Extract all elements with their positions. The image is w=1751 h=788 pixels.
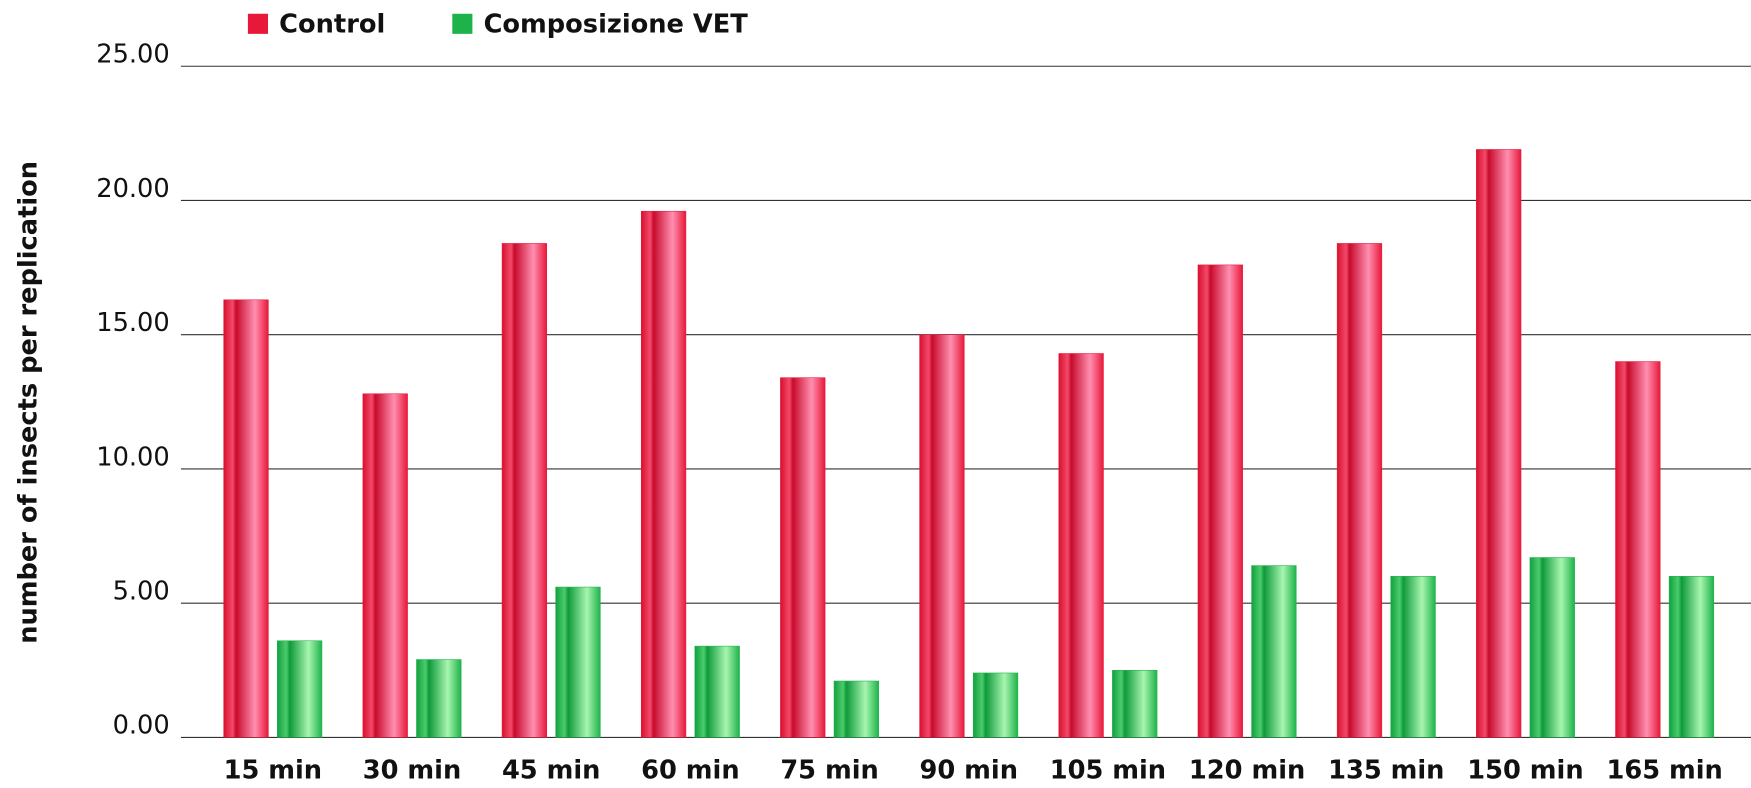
bar bbox=[501, 243, 548, 738]
legend-swatch bbox=[247, 13, 269, 34]
bar bbox=[972, 672, 1019, 738]
bar bbox=[1112, 669, 1158, 738]
bar bbox=[1529, 557, 1575, 738]
bar bbox=[1476, 149, 1522, 738]
bar bbox=[362, 393, 408, 738]
bar bbox=[919, 334, 965, 738]
bar bbox=[833, 680, 879, 738]
bar bbox=[780, 377, 826, 738]
bar bbox=[1251, 565, 1297, 738]
bar bbox=[694, 645, 740, 738]
bar bbox=[1336, 243, 1383, 738]
y-tick-label: 10.00 bbox=[96, 442, 169, 472]
bar bbox=[1058, 353, 1104, 738]
x-tick-label: 105 min bbox=[1050, 755, 1166, 785]
bar bbox=[640, 210, 687, 738]
bar bbox=[1668, 576, 1715, 738]
bar bbox=[1197, 264, 1243, 738]
x-tick-label: 75 min bbox=[780, 755, 878, 785]
bar bbox=[555, 586, 601, 738]
x-tick-label: 60 min bbox=[641, 755, 739, 785]
x-tick-label: 135 min bbox=[1328, 755, 1444, 785]
bar bbox=[223, 299, 269, 738]
y-tick-label: 15.00 bbox=[96, 308, 169, 338]
bar bbox=[1615, 361, 1661, 738]
x-tick-label: 120 min bbox=[1189, 755, 1305, 785]
bar bbox=[1390, 576, 1436, 738]
x-tick-label: 15 min bbox=[224, 755, 322, 785]
x-tick-label: 165 min bbox=[1606, 755, 1722, 785]
y-tick-label: 5.00 bbox=[113, 576, 170, 606]
x-tick-label: 30 min bbox=[363, 755, 462, 785]
x-tick-label: 90 min bbox=[919, 755, 1017, 785]
bar bbox=[277, 640, 323, 738]
y-tick-label: 25.00 bbox=[96, 40, 169, 70]
bar bbox=[416, 659, 462, 738]
legend-label: Control bbox=[279, 9, 385, 39]
y-tick-label: 20.00 bbox=[96, 174, 169, 204]
legend-swatch bbox=[452, 13, 473, 34]
y-axis-label: number of insects per replication bbox=[14, 161, 44, 644]
y-tick-label: 0.00 bbox=[113, 711, 170, 741]
legend-label: Composizione VET bbox=[484, 9, 749, 39]
x-tick-label: 150 min bbox=[1467, 755, 1583, 785]
x-tick-label: 45 min bbox=[502, 755, 601, 785]
